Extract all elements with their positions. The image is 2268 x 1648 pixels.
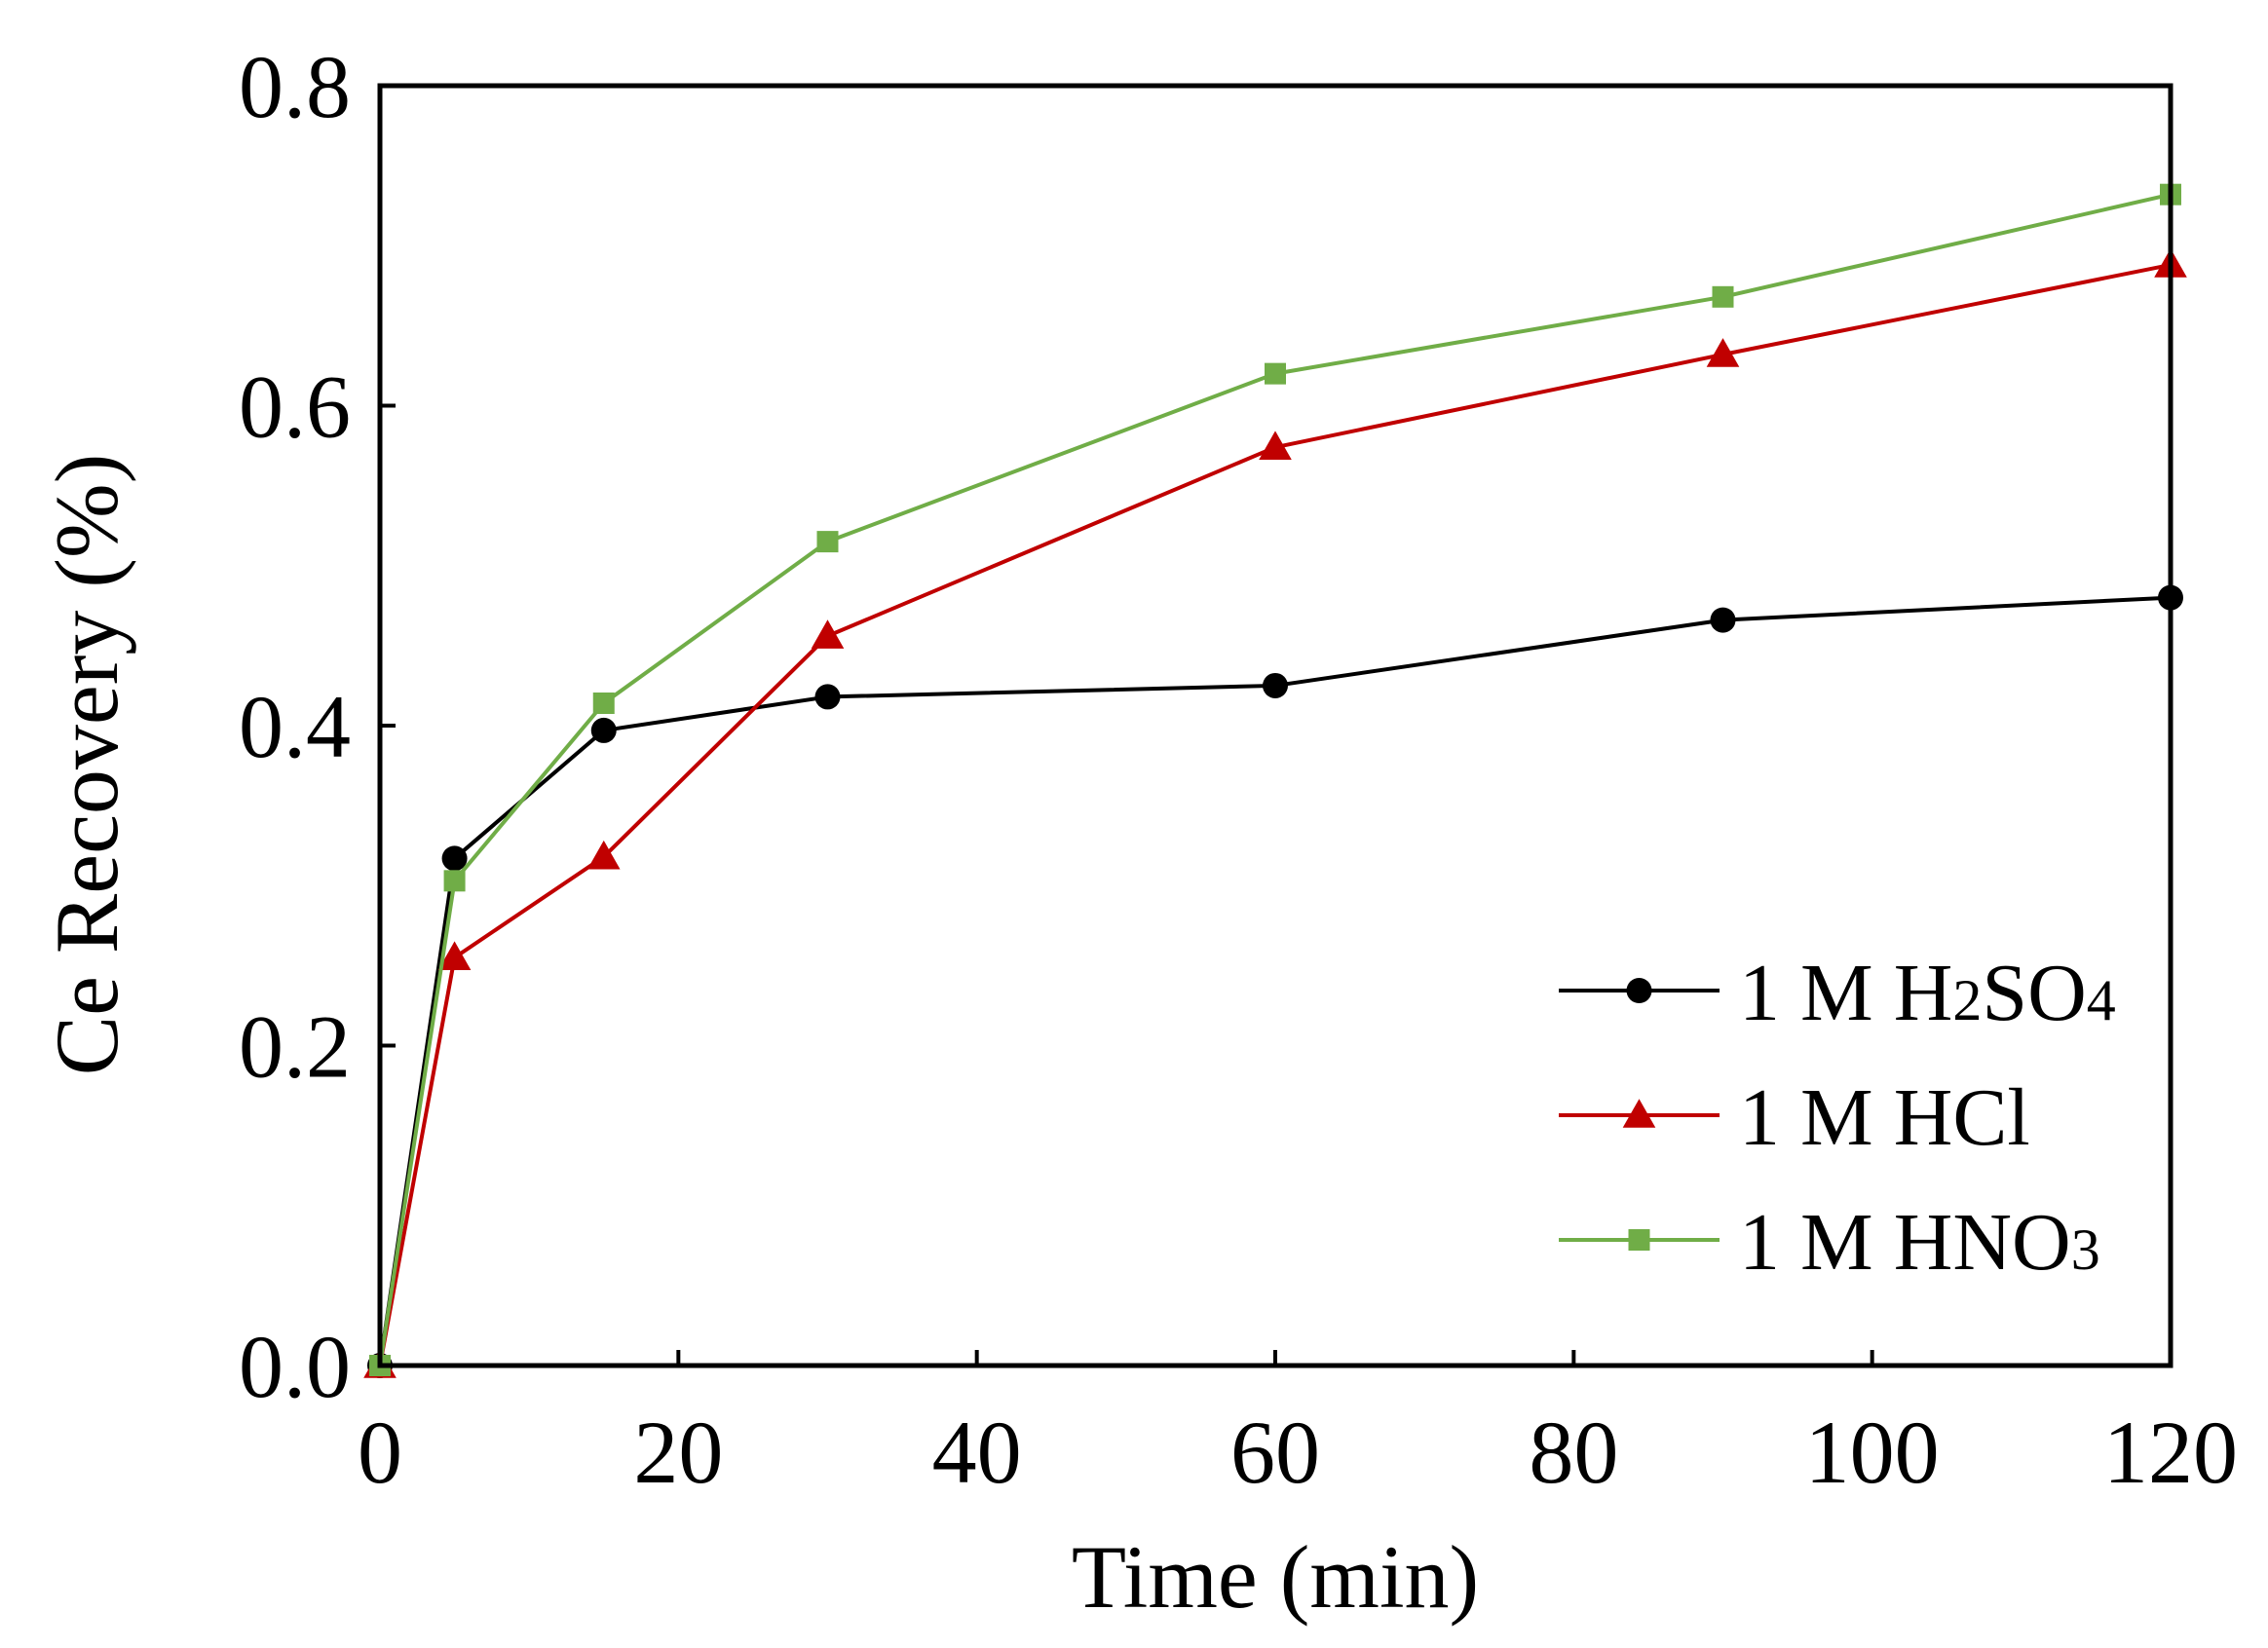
x-tick-label: 20 (633, 1403, 723, 1502)
x-tick-label: 40 (932, 1403, 1022, 1502)
data-point-1-m-hcl (811, 619, 845, 649)
data-point-1-m-hcl (586, 840, 621, 870)
data-point-1-m-hno3 (816, 531, 839, 553)
legend-text: 1 M HCl (1739, 1072, 2030, 1163)
legend-subscript: 4 (2087, 968, 2116, 1032)
y-tick-label: 0.2 (239, 997, 351, 1097)
data-point-1-m-h2so4 (441, 845, 468, 872)
y-tick-label: 0.0 (239, 1317, 351, 1416)
legend-marker-1-m-hcl (1622, 1099, 1656, 1128)
y-axis: 0.0 0.2 0.4 0.6 0.8 (239, 37, 396, 1416)
legend-item-1-m-hno3: 1 M HNO3 (1559, 1197, 2100, 1288)
data-point-1-m-hcl (437, 941, 472, 970)
x-axis: 0 20 40 60 80 100 120 (358, 1350, 2238, 1502)
x-tick-label: 100 (1805, 1403, 1940, 1502)
legend-marker-1-m-hno3 (1628, 1229, 1650, 1251)
x-tick-label: 60 (1230, 1403, 1320, 1502)
legend-item-1-m-h2so4: 1 M H2SO4 (1559, 948, 2116, 1038)
data-point-1-m-h2so4 (590, 717, 617, 743)
x-tick-label: 80 (1529, 1403, 1618, 1502)
y-tick-label: 0.8 (239, 37, 351, 136)
legend-label-1-m-hcl: 1 M HCl (1739, 1072, 2030, 1163)
legend: 1 M H2SO4 1 M HCl 1 M HNO3 (1559, 948, 2116, 1288)
x-tick-label: 0 (358, 1403, 402, 1502)
legend-label-1-m-h2so4: 1 M H2SO4 (1739, 948, 2116, 1038)
y-tick-label: 0.4 (239, 677, 351, 776)
legend-subscript: 2 (1952, 968, 1982, 1032)
y-axis-title: Ce Recovery (%) (37, 454, 136, 1076)
legend-text: SO (1982, 948, 2086, 1038)
y-tick-label: 0.6 (239, 357, 351, 457)
data-point-1-m-hcl (1259, 431, 1292, 461)
data-point-1-m-hno3 (592, 693, 615, 715)
data-point-1-m-hcl (1706, 338, 1740, 367)
legend-subscript: 3 (2071, 1217, 2100, 1282)
data-point-1-m-hno3 (443, 870, 466, 892)
data-point-1-m-h2so4 (1710, 607, 1736, 633)
x-axis-title: Time (min) (1072, 1527, 1479, 1627)
data-point-1-m-hno3 (1265, 362, 1286, 385)
legend-item-1-m-hcl: 1 M HCl (1559, 1072, 2030, 1163)
legend-label-1-m-hno3: 1 M HNO3 (1739, 1197, 2100, 1288)
legend-text: 1 M HNO (1739, 1197, 2071, 1288)
legend-text: 1 M H (1739, 948, 1952, 1038)
data-point-1-m-h2so4 (814, 684, 841, 710)
data-point-1-m-hno3 (1712, 285, 1734, 308)
x-tick-label: 120 (2103, 1403, 2238, 1502)
data-point-1-m-h2so4 (1263, 672, 1288, 698)
legend-marker-1-m-h2so4 (1626, 978, 1652, 1003)
